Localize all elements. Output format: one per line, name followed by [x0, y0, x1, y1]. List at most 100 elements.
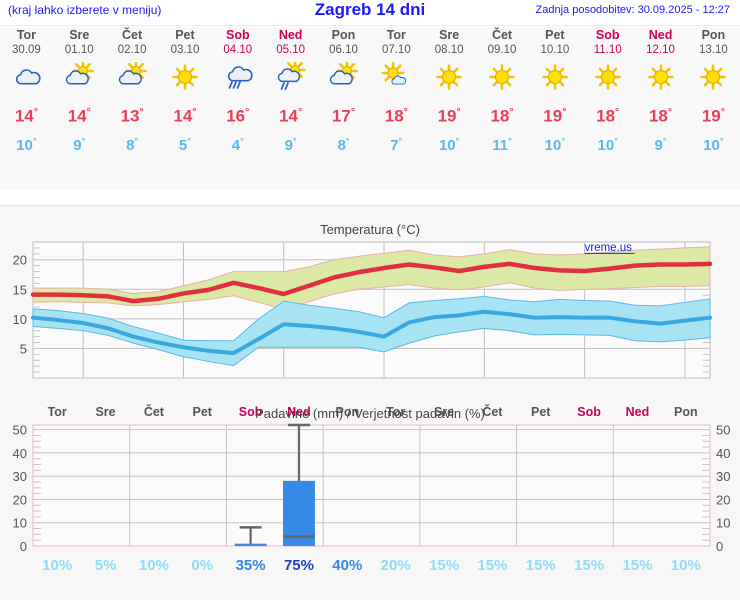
day-name-8: Sre — [439, 28, 460, 42]
precip-ytick-left: 40 — [13, 446, 27, 461]
day-tmax-4: 16° — [226, 106, 250, 126]
precip-day-label-0: Tor — [48, 405, 67, 419]
day-tmax-1: 14° — [67, 106, 91, 126]
precipitation-chart: Tor Sre Čet Pet Sob Ned Pon Tor Sre Čet Pet Sob Ned P… — [13, 404, 731, 574]
day-name-1: Sre — [69, 28, 90, 42]
day-icon-8 — [423, 57, 476, 97]
day-icon-10 — [528, 57, 581, 97]
precip-ytick-right: 50 — [716, 423, 730, 438]
precip-probability-11: 15% — [574, 557, 604, 574]
day-name-0: Tor — [16, 28, 37, 42]
sunny-icon — [489, 64, 515, 90]
day-date-6: 06.10 — [329, 44, 358, 56]
precip-ytick-right: 30 — [716, 469, 730, 484]
temp-ytick: 5 — [20, 341, 27, 356]
day-tmin-11: 10° — [597, 136, 618, 154]
location-hint: (kraj lahko izberete v meniju) — [8, 3, 162, 17]
day-name-row: Tor Sre Čet Pet Sob Ned Pon Tor Sre Čet Pet Sob Ned P… — [0, 27, 740, 43]
day-date-13: 13.10 — [699, 44, 728, 56]
day-tmax-12: 18° — [648, 106, 673, 126]
day-date-4: 04.10 — [223, 44, 253, 56]
precip-day-label-8: Sre — [434, 405, 454, 419]
day-tmin-row: 10° 9° 8° 5° 4° 9° 8° 7° 10° 11° 10° 10° 9° 10° — [0, 127, 740, 155]
day-name-6: Pon — [331, 28, 356, 42]
day-tmin-9: 11° — [492, 136, 512, 154]
precip-probability-8: 15% — [429, 557, 459, 574]
sunny-icon — [594, 64, 621, 90]
day-tmin-4: 4° — [231, 136, 244, 154]
day-icon-1 — [53, 57, 106, 97]
precip-probability-13: 10% — [671, 557, 701, 574]
day-icon-11 — [581, 57, 634, 97]
day-tmin-0: 10° — [16, 136, 37, 154]
sunny-icon — [542, 64, 568, 90]
day-date-1: 01.10 — [64, 44, 94, 56]
precip-day-label-7: Tor — [386, 405, 405, 419]
day-name-5: Ned — [278, 28, 303, 42]
temp-ytick: 10 — [13, 312, 27, 327]
day-tmax-8: 19° — [437, 106, 461, 126]
precip-ytick-left: 50 — [13, 423, 27, 438]
day-date-8: 08.10 — [434, 44, 464, 56]
precip-ytick-left: 10 — [13, 516, 27, 531]
day-name-3: Pet — [175, 28, 195, 42]
day-tmin-10: 10° — [544, 136, 566, 154]
day-date-0: 30.09 — [12, 44, 41, 56]
precip-ytick-right: 10 — [716, 516, 730, 531]
day-tmin-1: 9° — [73, 136, 86, 154]
sun-cloud-icon — [381, 62, 407, 85]
day-name-10: Pet — [545, 28, 565, 42]
temp-ytick: 20 — [13, 253, 27, 268]
day-date-11: 11.10 — [593, 44, 622, 56]
day-date-7: 07.10 — [381, 44, 411, 56]
day-icon-5 — [264, 57, 317, 97]
precip-day-label-9: Čet — [482, 404, 503, 419]
day-icon-6 — [317, 57, 370, 97]
day-tmax-3: 14° — [173, 106, 197, 126]
day-tmin-6: 8° — [337, 136, 350, 154]
day-icon-3 — [159, 57, 212, 97]
temperature-chart-title: Temperatura (°C) — [320, 222, 420, 237]
day-tmax-10: 19° — [543, 106, 567, 126]
temperature-chart: 5 10 15 20 vreme.us — [13, 241, 713, 379]
precip-bar-4 — [234, 543, 267, 546]
day-name-9: Čet — [491, 28, 513, 42]
precip-probability-12: 15% — [622, 557, 652, 574]
sun-rain-icon — [277, 62, 306, 90]
day-icon-0 — [0, 57, 53, 97]
panel-gap — [0, 190, 740, 191]
sunny-icon — [647, 64, 674, 90]
day-tmax-row: 14° 14° 13° 14° 16° 14° 17° 18° 19° 18° 19° 18° 18° 1… — [0, 97, 740, 127]
precip-day-label-1: Sre — [95, 405, 115, 419]
day-name-2: Čet — [122, 28, 143, 42]
precip-probability-1: 5% — [95, 557, 117, 574]
precip-day-label-4: Sob — [239, 405, 263, 419]
partly-sunny-icon — [118, 62, 148, 85]
precip-day-label-13: Pon — [674, 405, 698, 419]
precip-probability-9: 15% — [477, 557, 507, 574]
last-updated: Zadnja posodobitev: 30.09.2025 - 12:27 — [535, 4, 730, 16]
day-tmax-13: 19° — [701, 106, 725, 126]
precip-ytick-right: 40 — [716, 446, 730, 461]
partly-sunny-icon — [66, 62, 95, 85]
series-tmax-line — [30, 261, 713, 304]
series-tmin-line — [31, 309, 712, 356]
cloudy-icon — [16, 69, 42, 85]
day-tmin-13: 10° — [703, 136, 724, 154]
precip-probability-6: 40% — [332, 557, 362, 574]
precip-probability-2: 10% — [139, 557, 169, 574]
day-name-4: Sob — [225, 28, 250, 42]
precip-probability-5: 75% — [284, 557, 314, 574]
day-date-2: 02.10 — [117, 44, 147, 56]
precip-day-label-12: Ned — [626, 405, 650, 419]
precip-ytick-right: 20 — [716, 492, 730, 507]
precip-day-label-11: Sob — [577, 405, 601, 419]
precip-probability-4: 35% — [236, 557, 266, 574]
precip-probability-0: 10% — [42, 557, 72, 574]
rain-icon — [227, 66, 253, 89]
header-bar: (kraj lahko izberete v meniju) Zagreb 14… — [0, 0, 740, 24]
day-tmax-6: 17° — [331, 106, 356, 126]
day-tmax-0: 14° — [14, 106, 38, 126]
day-tmin-5: 9° — [284, 136, 297, 154]
day-icon-9 — [476, 57, 529, 97]
